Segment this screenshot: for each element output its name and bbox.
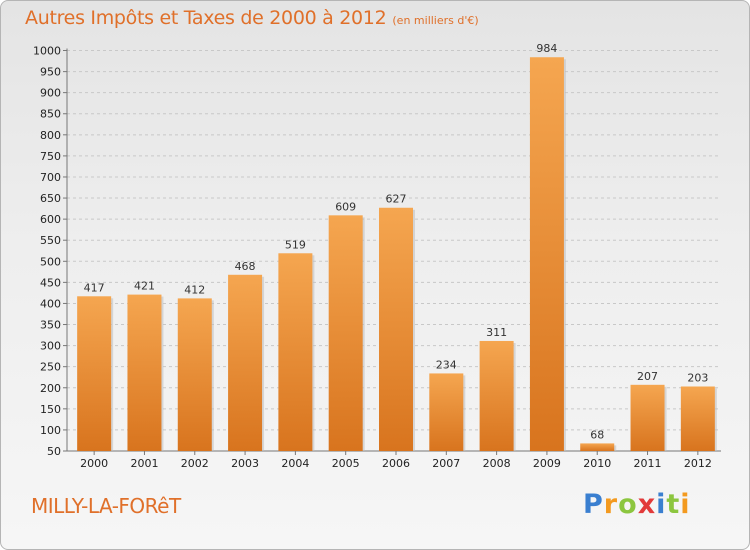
y-tick-label: 700 [40, 171, 61, 184]
bar-2002 [177, 298, 212, 451]
y-tick-label: 50 [47, 445, 61, 458]
x-tick-label-2009: 2009 [533, 457, 561, 470]
logo-letter: r [603, 489, 619, 520]
x-tick-label-2005: 2005 [332, 457, 360, 470]
logo-letter: i [656, 489, 667, 520]
y-tick-label: 900 [40, 87, 61, 100]
logo-letter: i [680, 489, 691, 520]
x-tick-label-2000: 2000 [80, 457, 108, 470]
y-tick-label: 250 [40, 361, 61, 374]
x-tick-label-2011: 2011 [634, 457, 662, 470]
proxiti-logo: Proxiti [583, 489, 691, 520]
x-tick-label-2012: 2012 [684, 457, 712, 470]
data-label-2008: 311 [486, 326, 507, 339]
bar-2012 [680, 386, 715, 451]
chart-subtitle: (en milliers d'€) [392, 14, 479, 27]
bar-2008 [479, 340, 514, 451]
data-label-2005: 609 [335, 200, 356, 213]
commune-name: MILLY-LA-FORêT [31, 494, 181, 518]
data-label-2010: 68 [590, 428, 604, 441]
x-tick-label-2007: 2007 [432, 457, 460, 470]
x-tick-label-2010: 2010 [583, 457, 611, 470]
bar-2005 [328, 215, 363, 451]
y-tick-label: 400 [40, 297, 61, 310]
chart-title-text: Autres Impôts et Taxes de 2000 à 2012 [25, 7, 387, 29]
data-label-2004: 519 [285, 238, 306, 251]
data-label-2007: 234 [436, 358, 457, 371]
x-tick-label-2001: 2001 [130, 457, 158, 470]
bar-2006 [379, 207, 413, 451]
y-tick-label: 600 [40, 213, 61, 226]
data-label-2001: 421 [134, 280, 155, 293]
y-tick-label: 200 [40, 382, 61, 395]
logo-letter: o [618, 489, 638, 520]
x-tick-label-2003: 2003 [231, 457, 259, 470]
x-tick-label-2004: 2004 [281, 457, 309, 470]
chart-title: Autres Impôts et Taxes de 2000 à 2012 (en… [25, 7, 479, 29]
bar-2011 [630, 384, 665, 451]
data-label-2012: 203 [687, 371, 708, 384]
data-label-2006: 627 [386, 193, 407, 206]
x-tick-label-2008: 2008 [483, 457, 511, 470]
bar-2001 [127, 294, 162, 451]
y-tick-label: 100 [40, 424, 61, 437]
y-tick-label: 800 [40, 129, 61, 142]
axes: 50 100 150 200 250 300 350 400 450 500 550 600 650 70… [33, 45, 721, 470]
y-tick-label: 950 [40, 66, 61, 79]
y-tick-label: 650 [40, 192, 61, 205]
data-label-2011: 207 [637, 370, 658, 383]
bar-2007 [429, 373, 464, 451]
y-tick-label: 300 [40, 340, 61, 353]
bar-2004 [278, 253, 313, 451]
bar-2009 [529, 57, 564, 451]
logo-letter: P [583, 489, 604, 520]
logo-letter: x [637, 489, 657, 520]
y-tick-label: 1000 [33, 45, 61, 58]
y-tick-label: 150 [40, 403, 61, 416]
data-label-2002: 412 [184, 283, 205, 296]
x-tick-label-2006: 2006 [382, 457, 410, 470]
y-tick-label: 850 [40, 108, 61, 121]
bars [77, 57, 717, 451]
data-label-2000: 417 [84, 281, 105, 294]
y-tick-label: 450 [40, 276, 61, 289]
data-label-2003: 468 [235, 260, 256, 273]
y-tick-label: 350 [40, 319, 61, 332]
y-tick-label: 550 [40, 234, 61, 247]
data-label-2009: 984 [536, 42, 557, 55]
logo-letter: t [666, 489, 681, 520]
data-labels: 417 421 412 468 519 609 627 234 311 984 68 207 203 [84, 42, 709, 441]
y-tick-label: 500 [40, 255, 61, 268]
bar-2003 [228, 274, 263, 451]
bar-2000 [77, 296, 112, 451]
bar-2010 [580, 443, 615, 451]
x-tick-label-2002: 2002 [181, 457, 209, 470]
y-tick-label: 750 [40, 150, 61, 163]
